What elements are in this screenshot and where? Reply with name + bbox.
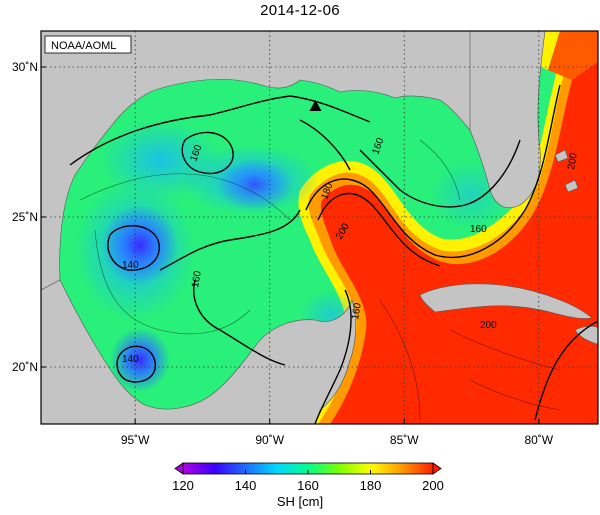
lon-tick-label: 90˚W: [255, 433, 284, 447]
contour-label: 200: [480, 320, 497, 331]
loop-current-red-core: [321, 61, 598, 424]
colorbar-max-arrow: [432, 462, 442, 475]
colorbar-label: SH [cm]: [276, 494, 324, 509]
map-field: 160 140 140 160 180 200 160 160 160 200 …: [41, 31, 598, 424]
station-marker-triangle: [309, 100, 322, 111]
lat-tick-label: 20˚N: [12, 360, 38, 374]
contour-label: 160: [470, 224, 487, 235]
colorbar-min-arrow: [174, 462, 184, 475]
lon-tick-label: 95˚W: [121, 433, 150, 447]
contour-labels: 160 140 140 160 180 200 160 160 160 200 …: [122, 136, 580, 365]
colorbar-tick-label: 180: [360, 478, 382, 493]
florida-peninsula: [469, 31, 546, 209]
contour-label: 160: [350, 302, 364, 321]
contour-label: 140: [122, 354, 139, 365]
graticule: [41, 31, 598, 424]
land: [41, 31, 598, 424]
contour-label: 200: [566, 152, 580, 171]
lat-tick-label: 25˚N: [12, 210, 38, 224]
mexico-coast: [41, 279, 356, 424]
contour-label: 160: [190, 270, 204, 289]
colorbar-tick-label: 160: [297, 478, 319, 493]
credit-text: NOAA/AOML: [51, 40, 116, 52]
cuba: [419, 283, 593, 319]
axis-labels: 95˚W 90˚W 85˚W 80˚W 30˚N 25˚N 20˚N: [12, 60, 554, 447]
credit-box: NOAA/AOML: [44, 35, 132, 54]
contours: [69, 84, 598, 424]
colorbar-tick-label: 140: [235, 478, 257, 493]
map-frame: [40, 30, 599, 425]
lon-tick-label: 85˚W: [390, 433, 419, 447]
lon-tick-label: 80˚W: [524, 433, 553, 447]
colorbar-tick-label: 200: [422, 478, 444, 493]
colorbar-tick-label: 120: [172, 478, 194, 493]
contour-label: 140: [122, 260, 139, 271]
colorbar: 120 140 160 180 200: [172, 462, 444, 493]
map-title: 2014-12-06: [260, 2, 340, 19]
lat-tick-label: 30˚N: [12, 60, 38, 74]
